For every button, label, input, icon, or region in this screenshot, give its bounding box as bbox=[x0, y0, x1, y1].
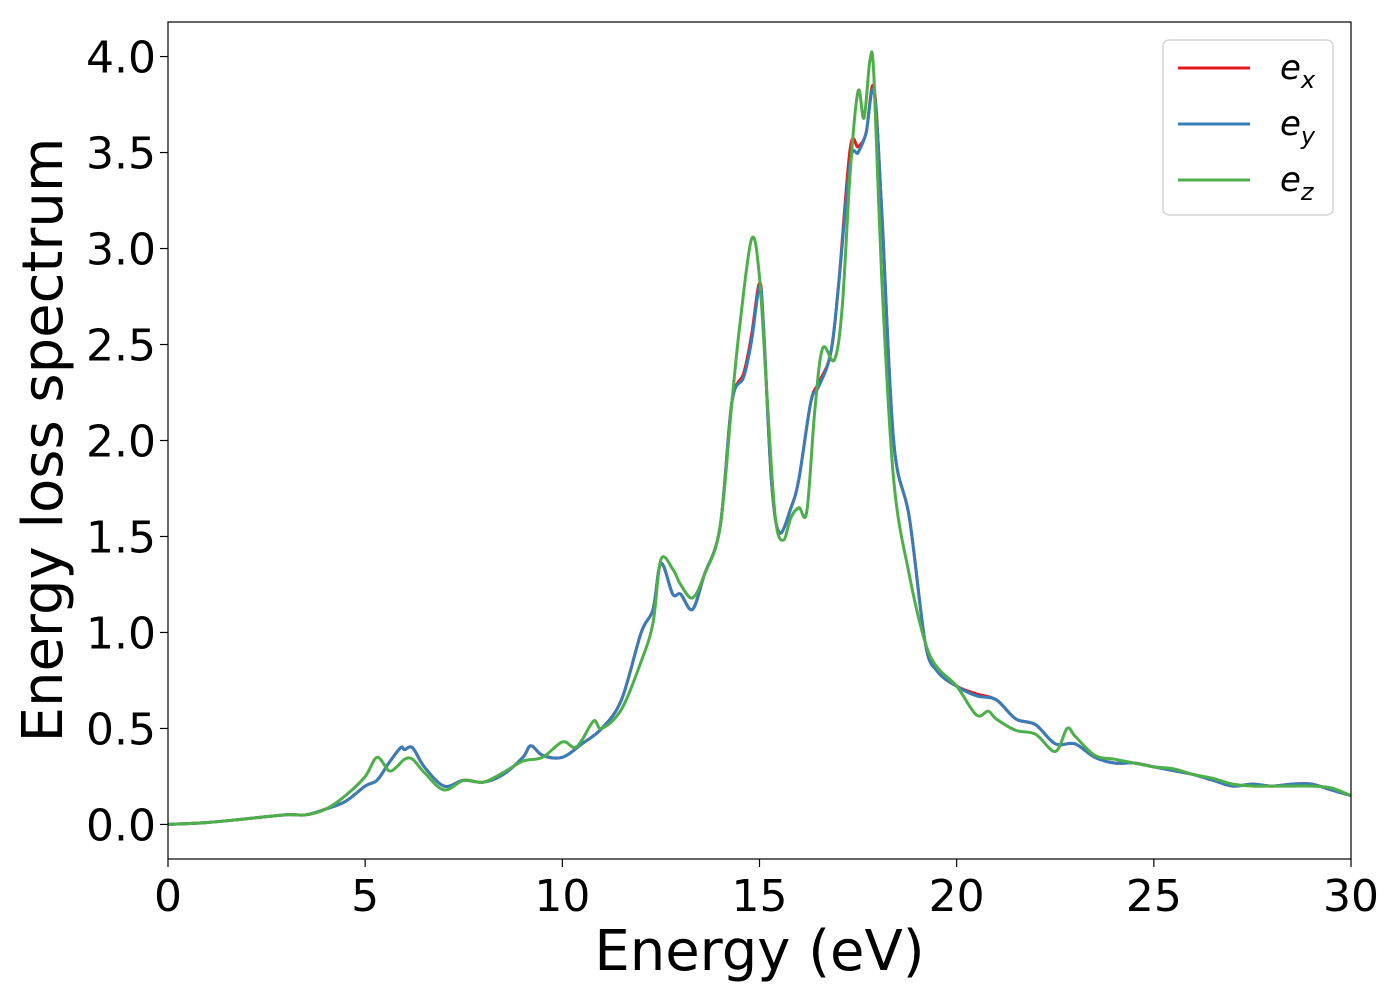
y-tick-label: 0.0 bbox=[86, 800, 156, 851]
y-tick-label: 2.0 bbox=[86, 417, 156, 468]
x-tick-label: 25 bbox=[1126, 871, 1182, 922]
x-axis-label: Energy (eV) bbox=[594, 919, 924, 984]
legend-label-z: ez bbox=[1280, 160, 1315, 206]
plot-frame bbox=[167, 21, 1352, 860]
legend: ex ey ez bbox=[1162, 39, 1334, 216]
y-tick-label: 4.0 bbox=[86, 33, 156, 84]
y-tick-label: 2.5 bbox=[86, 321, 156, 372]
plot-area bbox=[168, 22, 1351, 859]
x-tick-label: 0 bbox=[154, 871, 182, 922]
y-tick-label: 0.5 bbox=[86, 704, 156, 755]
y-tick-label: 1.5 bbox=[86, 512, 156, 563]
x-tick-label: 15 bbox=[732, 871, 788, 922]
y-tick-label: 1.0 bbox=[86, 608, 156, 659]
x-axis-ticks: 0 5 10 15 20 25 30 bbox=[154, 859, 1379, 922]
legend-label-x: ex bbox=[1280, 48, 1316, 94]
series-lines bbox=[167, 50, 1352, 826]
y-axis-label: Energy loss spectrum bbox=[11, 138, 76, 743]
x-tick-label: 20 bbox=[929, 871, 985, 922]
y-tick-label: 3.5 bbox=[86, 129, 156, 180]
x-tick-label: 5 bbox=[351, 871, 379, 922]
y-tick-label: 3.0 bbox=[86, 225, 156, 276]
y-axis-ticks: 0.0 0.5 1.0 1.5 2.0 2.5 3.0 3.5 4.0 bbox=[86, 33, 168, 851]
x-tick-label: 30 bbox=[1323, 871, 1379, 922]
x-tick-label: 10 bbox=[534, 871, 590, 922]
legend-box bbox=[1162, 39, 1334, 216]
series-line-z bbox=[167, 50, 1352, 826]
legend-label-y: ey bbox=[1280, 104, 1316, 150]
